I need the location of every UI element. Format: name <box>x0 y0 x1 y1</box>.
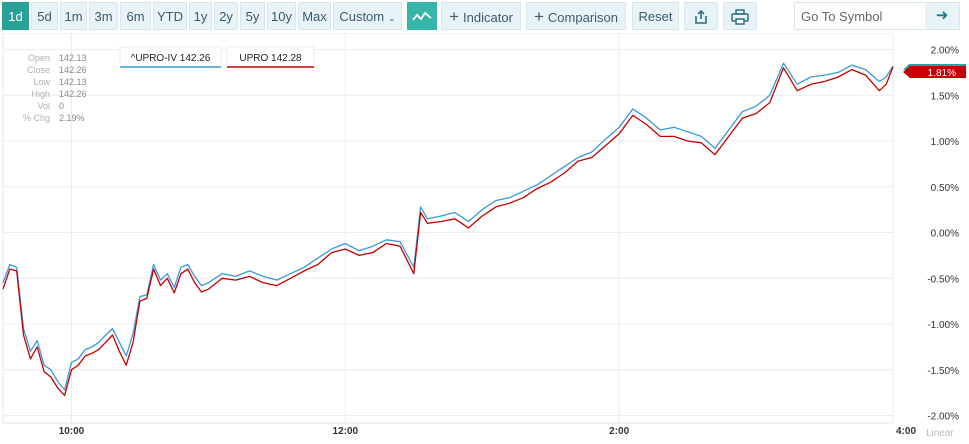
y-tick-label: -1.50% <box>927 366 959 377</box>
ohlc-value: 142.26 <box>59 89 87 99</box>
price-tag-box <box>903 66 966 78</box>
reset-button[interactable]: Reset <box>632 2 679 30</box>
legend-label: UPRO 142.28 <box>239 53 302 64</box>
ohlc-label: High <box>31 89 50 99</box>
range-button-5y[interactable]: 5y <box>240 2 265 30</box>
share-icon <box>695 9 707 24</box>
custom-range-label: Custom <box>339 9 385 24</box>
reset-label: Reset <box>638 9 673 24</box>
range-button-2y[interactable]: 2y <box>214 2 238 30</box>
chart-toolbar: 1d 5d 1m 3m 6m YTD 1y 2y 5y 10y Max Custom ⌄ + Indic… <box>0 0 969 33</box>
y-tick-label: 1.50% <box>931 91 959 102</box>
scale-label: Linear <box>926 428 954 439</box>
plus-icon: + <box>449 7 460 26</box>
comparison-button[interactable]: + Comparison <box>526 2 626 30</box>
y-tick-label: 2.00% <box>931 46 959 57</box>
ohlc-value: 142.13 <box>59 53 87 63</box>
ohlc-value: 142.26 <box>59 65 87 75</box>
indicator-button[interactable]: + Indicator <box>441 2 521 30</box>
y-tick-label: 1.00% <box>931 137 959 148</box>
print-icon <box>731 9 749 25</box>
print-button[interactable] <box>723 2 757 30</box>
chart-area[interactable]: 2.00% 1.50% 1.00% 0.50% 0.00% -0.50% -1.00% -1.… <box>0 33 969 444</box>
ohlc-value: 0 <box>59 101 64 111</box>
go-arrow-icon[interactable]: ➜ <box>925 3 959 29</box>
y-axis: 2.00% 1.50% 1.00% 0.50% 0.00% -0.50% -1.00% -1.… <box>927 46 959 423</box>
range-button-6m[interactable]: 6m <box>120 2 151 30</box>
ohlc-panel: Open 142.13 Close 142.26 Low 142.13 High 142.26… <box>23 53 87 123</box>
ohlc-value: 142.13 <box>59 77 87 87</box>
x-tick-label: 12:00 <box>333 426 359 437</box>
legend: ^UPRO-IV 142.26 UPRO 142.28 <box>119 46 315 68</box>
symbol-search: ➜ <box>794 2 960 30</box>
range-button-1d[interactable]: 1d <box>2 2 29 30</box>
y-tick-label: 0.50% <box>931 183 959 194</box>
price-tag-label: 1.81% <box>928 68 956 79</box>
series-line-upro <box>2 66 894 397</box>
ohlc-label: Open <box>28 53 50 63</box>
x-tick-label: 4:00 <box>896 426 916 437</box>
range-button-1y[interactable]: 1y <box>189 2 212 30</box>
y-tick-label: -0.50% <box>927 274 959 285</box>
chart-type-button[interactable] <box>407 2 437 30</box>
range-button-1m[interactable]: 1m <box>60 2 87 30</box>
plus-icon: + <box>533 7 544 26</box>
x-tick-label: 10:00 <box>59 426 85 437</box>
y-tick-label: -1.00% <box>927 320 959 331</box>
plot-frame <box>2 33 894 424</box>
legend-item[interactable]: ^UPRO-IV 142.26 <box>119 46 222 68</box>
comparison-label: Comparison <box>547 10 619 25</box>
x-axis: 10:00 12:00 2:00 4:00 <box>59 426 917 437</box>
ohlc-label: Vol <box>37 101 50 111</box>
legend-item[interactable]: UPRO 142.28 <box>226 46 315 68</box>
series-lines <box>2 62 894 397</box>
ohlc-label: Close <box>27 65 50 75</box>
chevron-down-icon: ⌄ <box>388 13 396 23</box>
price-tag: 1.81% <box>903 64 966 79</box>
line-chart-icon <box>412 11 432 21</box>
ohlc-label: Low <box>33 77 50 87</box>
legend-label: ^UPRO-IV 142.26 <box>131 53 211 64</box>
y-tick-label: 0.00% <box>931 229 959 240</box>
range-button-max[interactable]: Max <box>298 2 331 30</box>
y-tick-label: -2.00% <box>927 412 959 423</box>
x-tick-label: 2:00 <box>609 426 629 437</box>
share-button[interactable] <box>684 2 718 30</box>
range-button-3m[interactable]: 3m <box>89 2 118 30</box>
ohlc-label: % Chg <box>23 113 50 123</box>
symbol-search-input[interactable] <box>795 3 935 29</box>
range-button-ytd[interactable]: YTD <box>153 2 187 30</box>
indicator-label: Indicator <box>463 10 513 25</box>
ohlc-value: 2.19% <box>59 113 85 123</box>
grid-lines <box>2 33 894 424</box>
custom-range-dropdown[interactable]: Custom ⌄ <box>333 2 402 30</box>
series-line--upro-iv <box>2 62 894 391</box>
range-button-5d[interactable]: 5d <box>31 2 58 30</box>
range-button-10y[interactable]: 10y <box>267 2 296 30</box>
